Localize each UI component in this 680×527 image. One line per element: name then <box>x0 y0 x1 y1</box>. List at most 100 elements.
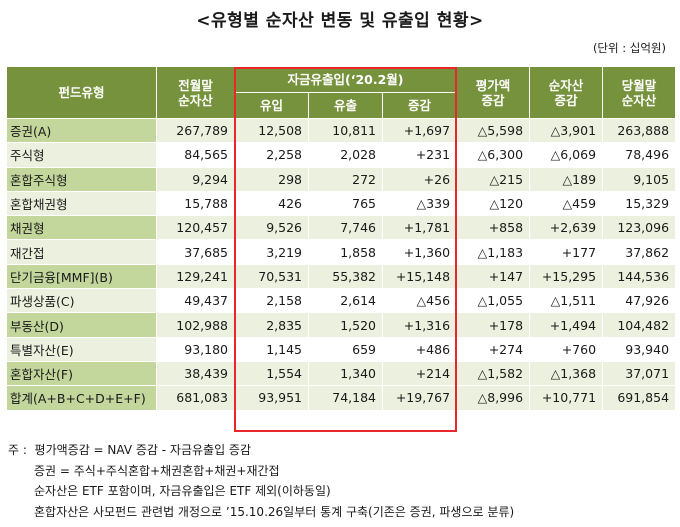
cell-net: △339 <box>381 190 458 217</box>
cell-prev: 9,294 <box>156 166 235 192</box>
cell-curr: 37,862 <box>602 239 677 265</box>
footnotes: 주 : 평가액증감 = NAV 증감 - 자금유출입 증감 증권 = 주식+주식… <box>8 440 514 522</box>
table-row: 특별자산(E) 93,180 1,145 659 +486 +274 +760 93,940 <box>6 336 677 362</box>
cell-net: +19,767 <box>381 385 458 411</box>
note-text: 평가액증감 = NAV 증감 - 자금유출입 증감 <box>34 443 252 457</box>
table-row: 주식형 84,565 2,258 2,028 +231 △6,300 △6,069 78,49… <box>6 142 677 168</box>
cell-prev: 267,789 <box>156 117 235 144</box>
cell-in: 1,554 <box>234 360 309 387</box>
cell-val: △1,582 <box>456 360 531 387</box>
cell-in: 93,951 <box>234 385 309 411</box>
cell-net: +15,148 <box>381 263 458 290</box>
note-text: 순자산은 ETF 포함이며, 자금유출입은 ETF 제외(이하동일) <box>34 484 331 498</box>
cell-in: 2,258 <box>234 142 309 168</box>
table-row: 합계(A+B+C+D+E+F) 681,083 93,951 74,184 +19,76… <box>6 385 677 411</box>
cell-chg: △189 <box>529 166 604 192</box>
header-asset-change: 순자산 증감 <box>529 66 604 119</box>
cell-out: 765 <box>308 190 383 217</box>
cell-chg: +760 <box>529 336 604 362</box>
note-line: 혼합자산은 사모펀드 관련법 개정으로 ’15.10.26일부터 통계 구축(기… <box>8 502 514 523</box>
note-prefix: 주 : <box>8 443 27 457</box>
cell-prev: 38,439 <box>156 360 235 387</box>
cell-net: +1,697 <box>381 117 458 144</box>
row-label: 혼합채권형 <box>6 190 157 217</box>
cell-val: △8,996 <box>456 385 531 411</box>
cell-net: +26 <box>381 166 458 192</box>
table-row: 부동산(D) 102,988 2,835 1,520 +1,316 +178 +1,494 1… <box>6 312 677 338</box>
cell-in: 70,531 <box>234 263 309 290</box>
cell-chg: △3,901 <box>529 117 604 144</box>
cell-prev: 49,437 <box>156 288 235 314</box>
cell-out: 2,028 <box>308 142 383 168</box>
cell-curr: 15,329 <box>602 190 677 217</box>
cell-in: 2,835 <box>234 312 309 338</box>
cell-out: 659 <box>308 336 383 362</box>
row-label: 단기금융[MMF](B) <box>6 263 157 290</box>
header-flow-group: 자금유출입(‘20.2월) <box>233 66 458 93</box>
table-row: 혼합채권형 15,788 426 765 △339 △120 △459 15,329 <box>6 190 677 217</box>
fund-flow-table: 펀드유형 전월말 순자산 자금유출입(‘20.2월) 평가액 증감 순자산 증감… <box>6 66 677 411</box>
cell-in: 1,145 <box>234 336 309 362</box>
table-row: 단기금융[MMF](B) 129,241 70,531 55,382 +15,148 +1… <box>6 263 677 290</box>
row-label: 주식형 <box>6 142 157 168</box>
cell-val: +274 <box>456 336 531 362</box>
table-row: 재간접 37,685 3,219 1,858 +1,360 △1,183 +177 37,86… <box>6 239 677 265</box>
cell-val: △5,598 <box>456 117 531 144</box>
cell-out: 2,614 <box>308 288 383 314</box>
cell-in: 9,526 <box>234 215 309 241</box>
cell-val: △1,055 <box>456 288 531 314</box>
table-row: 파생상품(C) 49,437 2,158 2,614 △456 △1,055 △1,511 4… <box>6 288 677 314</box>
cell-prev: 37,685 <box>156 239 235 265</box>
cell-val: △6,300 <box>456 142 531 168</box>
cell-prev: 15,788 <box>156 190 235 217</box>
cell-out: 10,811 <box>308 117 383 144</box>
cell-chg: △1,368 <box>529 360 604 387</box>
cell-prev: 120,457 <box>156 215 235 241</box>
cell-in: 426 <box>234 190 309 217</box>
cell-prev: 102,988 <box>156 312 235 338</box>
cell-curr: 78,496 <box>602 142 677 168</box>
unit-label: (단위 : 십억원) <box>592 41 666 55</box>
cell-chg: +177 <box>529 239 604 265</box>
table-row: 혼합주식형 9,294 298 272 +26 △215 △189 9,105 <box>6 166 677 192</box>
note-line: 순자산은 ETF 포함이며, 자금유출입은 ETF 제외(이하동일) <box>8 481 514 502</box>
cell-out: 1,340 <box>308 360 383 387</box>
cell-chg: +2,639 <box>529 215 604 241</box>
cell-chg: △1,511 <box>529 288 604 314</box>
cell-curr: 123,096 <box>602 215 677 241</box>
cell-net: +486 <box>381 336 458 362</box>
header-fund-type: 펀드유형 <box>6 66 157 119</box>
cell-curr: 263,888 <box>602 117 677 144</box>
cell-prev: 129,241 <box>156 263 235 290</box>
note-line: 증권 = 주식+주식혼합+채권혼합+채권+재간접 <box>8 461 514 482</box>
cell-curr: 144,536 <box>602 263 677 290</box>
row-label: 증권(A) <box>6 117 157 144</box>
row-label: 부동산(D) <box>6 312 157 338</box>
header-net: 증감 <box>381 92 458 119</box>
header-inflow: 유입 <box>234 92 309 119</box>
cell-chg: +15,295 <box>529 263 604 290</box>
cell-chg: +1,494 <box>529 312 604 338</box>
page-title: <유형별 순자산 변동 및 유출입 현황> <box>196 11 484 31</box>
header-outflow: 유출 <box>308 92 383 119</box>
cell-net: +1,316 <box>381 312 458 338</box>
cell-chg: △6,069 <box>529 142 604 168</box>
cell-chg: +10,771 <box>529 385 604 411</box>
cell-out: 74,184 <box>308 385 383 411</box>
cell-curr: 37,071 <box>602 360 677 387</box>
row-label: 합계(A+B+C+D+E+F) <box>6 385 157 411</box>
cell-net: +231 <box>381 142 458 168</box>
row-label: 혼합주식형 <box>6 166 157 192</box>
cell-in: 298 <box>234 166 309 192</box>
cell-chg: △459 <box>529 190 604 217</box>
cell-out: 1,520 <box>308 312 383 338</box>
cell-val: △120 <box>456 190 531 217</box>
cell-out: 1,858 <box>308 239 383 265</box>
row-label: 채권형 <box>6 215 157 241</box>
cell-out: 55,382 <box>308 263 383 290</box>
cell-in: 12,508 <box>234 117 309 144</box>
cell-prev: 84,565 <box>156 142 235 168</box>
cell-net: +1,781 <box>381 215 458 241</box>
cell-curr: 93,940 <box>602 336 677 362</box>
cell-curr: 104,482 <box>602 312 677 338</box>
